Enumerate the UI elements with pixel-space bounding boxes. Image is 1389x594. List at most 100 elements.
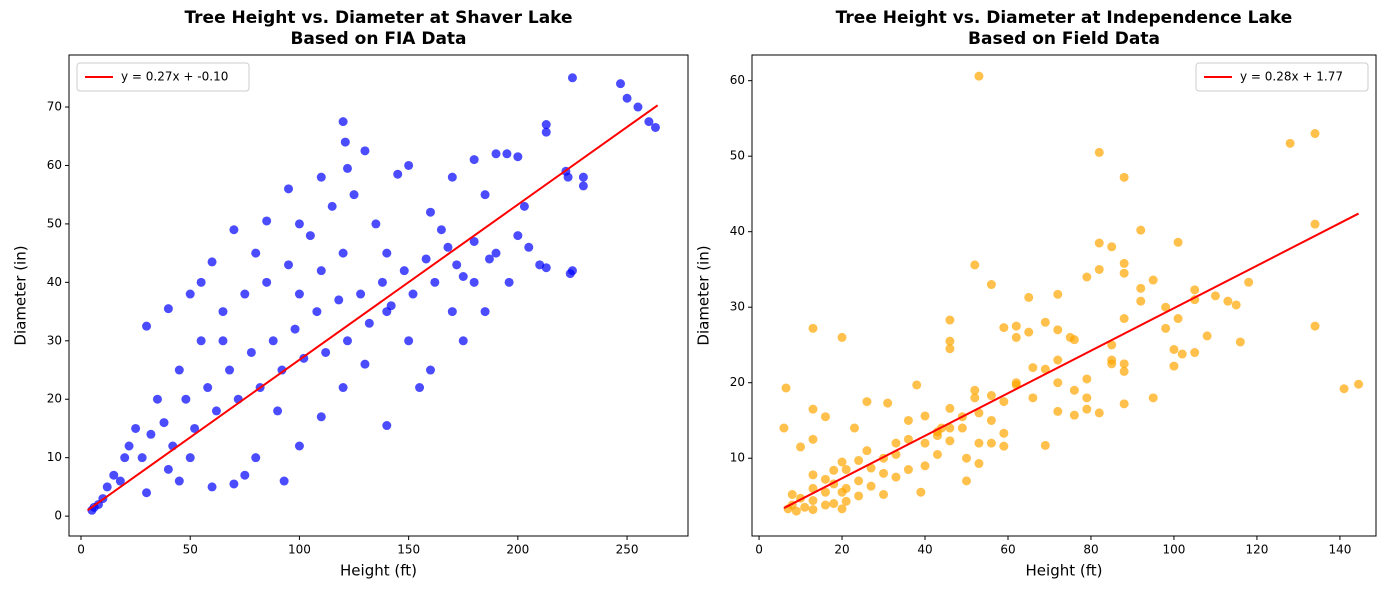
data-point [781,383,791,393]
data-point [1136,283,1146,293]
data-point [1107,340,1117,350]
data-point [644,117,654,127]
data-point [513,152,523,162]
data-point [912,380,922,390]
data-point [903,415,913,425]
data-point [1053,406,1063,416]
data-point [262,277,272,287]
data-point [452,260,462,270]
data-point [469,236,479,246]
x-tick-label: 40 [917,543,932,557]
data-point [1148,393,1158,403]
x-tick-label: 80 [1083,543,1098,557]
data-point [211,406,221,416]
data-point [207,257,217,267]
plot-area [86,73,660,515]
data-point [945,423,955,433]
x-tick-label: 100 [288,543,311,557]
data-point [986,280,996,290]
data-point [404,336,414,346]
data-point [903,434,913,444]
chart-title: Tree Height vs. Diameter at Shaver Lake [184,8,572,28]
y-axis-label: Diameter (in) [12,245,30,345]
data-point [342,336,352,346]
data-point [1210,291,1220,301]
data-point [174,365,184,375]
data-point [787,489,797,499]
y-tick-label: 40 [47,275,62,289]
data-point [491,248,501,258]
data-point [284,260,294,270]
data-point [891,438,901,448]
data-point [316,266,326,276]
data-point [1177,349,1187,359]
data-point [1136,296,1146,306]
data-point [1161,323,1171,333]
y-tick-label: 30 [730,300,745,314]
data-point [1119,366,1129,376]
data-point [277,365,287,375]
data-point [578,172,588,182]
data-point [1082,272,1092,282]
data-point [458,336,468,346]
data-point [137,453,147,463]
data-point [578,181,588,191]
data-point [484,254,494,264]
data-point [436,225,446,235]
data-point [1231,300,1241,310]
data-point [841,465,851,475]
data-point [862,397,872,407]
data-point [203,383,213,393]
plot-area [779,71,1364,516]
data-point [1040,317,1050,327]
data-point [820,487,830,497]
data-point [1310,129,1320,139]
x-tick-label: 140 [1328,543,1351,557]
data-point [1285,138,1295,148]
data-point [1011,332,1021,342]
data-point [502,149,512,159]
data-point [841,496,851,506]
data-point [294,219,304,229]
data-point [447,172,457,182]
data-point [1119,172,1129,182]
data-point [364,318,374,328]
data-point [1094,264,1104,274]
data-point [443,242,453,252]
data-point [196,336,206,346]
data-point [218,307,228,317]
data-point [622,93,632,103]
data-point [986,391,996,401]
data-point [1094,147,1104,157]
data-point [808,323,818,333]
data-point [974,408,984,418]
data-point [567,73,577,83]
data-point [382,248,392,258]
data-point [190,423,200,433]
data-point [382,421,392,431]
data-point [820,412,830,422]
data-point [567,266,577,276]
data-point [974,438,984,448]
data-point [312,307,322,317]
data-point [196,277,206,287]
legend: y = 0.27x + -0.10 [76,62,250,92]
data-point [251,453,261,463]
data-point [633,102,643,112]
data-point [268,336,278,346]
y-tick-label: 0 [54,509,62,523]
data-point [1235,337,1245,347]
data-point [181,394,191,404]
data-point [999,428,1009,438]
data-point [163,464,173,474]
data-point [837,504,847,514]
y-tick-label: 70 [47,100,62,114]
data-point [970,260,980,270]
data-point [349,190,359,200]
subplot: Tree Height vs. Diameter at Shaver LakeB… [12,8,689,580]
data-point [920,411,930,421]
data-point [808,434,818,444]
data-point [854,491,864,501]
data-point [294,441,304,451]
